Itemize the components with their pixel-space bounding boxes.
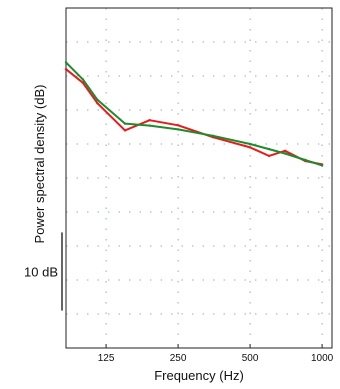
- x-ticks: 125 250 500 1000: [98, 344, 334, 364]
- series-group: [64, 61, 324, 167]
- series-point: [64, 61, 68, 64]
- series-point: [267, 154, 271, 158]
- series-point: [304, 158, 307, 162]
- series-point: [96, 102, 99, 105]
- series-point: [148, 124, 151, 127]
- x-tick-label: 250: [170, 353, 187, 364]
- series-point: [248, 146, 252, 149]
- series-point: [123, 122, 127, 125]
- scale-bar-label: 10 dB: [24, 265, 58, 280]
- series-point: [176, 128, 180, 131]
- series-point: [148, 119, 151, 122]
- x-tick-label: 500: [242, 353, 259, 364]
- series-point: [81, 78, 85, 81]
- series-line: [65, 61, 324, 167]
- series-point: [320, 164, 324, 167]
- series-point: [176, 124, 180, 127]
- grid: [66, 8, 332, 348]
- plot-frame: [65, 7, 333, 349]
- series-line: [65, 68, 324, 166]
- series-point: [81, 81, 85, 85]
- x-tick-label: 1000: [311, 353, 334, 364]
- series-point: [283, 149, 287, 152]
- y-axis-label: Power spectral density (dB): [32, 85, 47, 244]
- series-point: [211, 134, 215, 137]
- series-point: [123, 129, 127, 132]
- series-point: [64, 68, 68, 71]
- scale-bar: 10 dB: [24, 232, 63, 311]
- series-point: [96, 98, 99, 102]
- x-axis-label: Frequency (Hz): [154, 368, 244, 383]
- series-point: [267, 147, 271, 151]
- series-point: [248, 142, 252, 146]
- x-tick-label: 125: [98, 353, 115, 364]
- series-point: [283, 152, 287, 155]
